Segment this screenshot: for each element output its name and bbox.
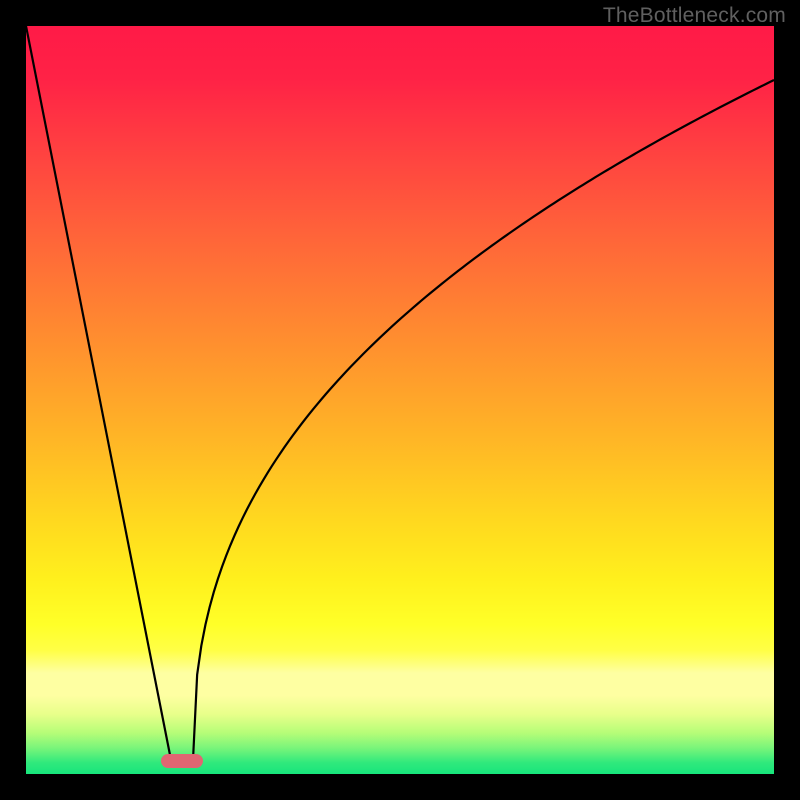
optimal-range-marker [161,754,203,768]
bottleneck-chart-svg [0,0,800,800]
chart-container: { "meta": { "watermark_text": "TheBottle… [0,0,800,800]
watermark-text: TheBottleneck.com [603,4,786,28]
